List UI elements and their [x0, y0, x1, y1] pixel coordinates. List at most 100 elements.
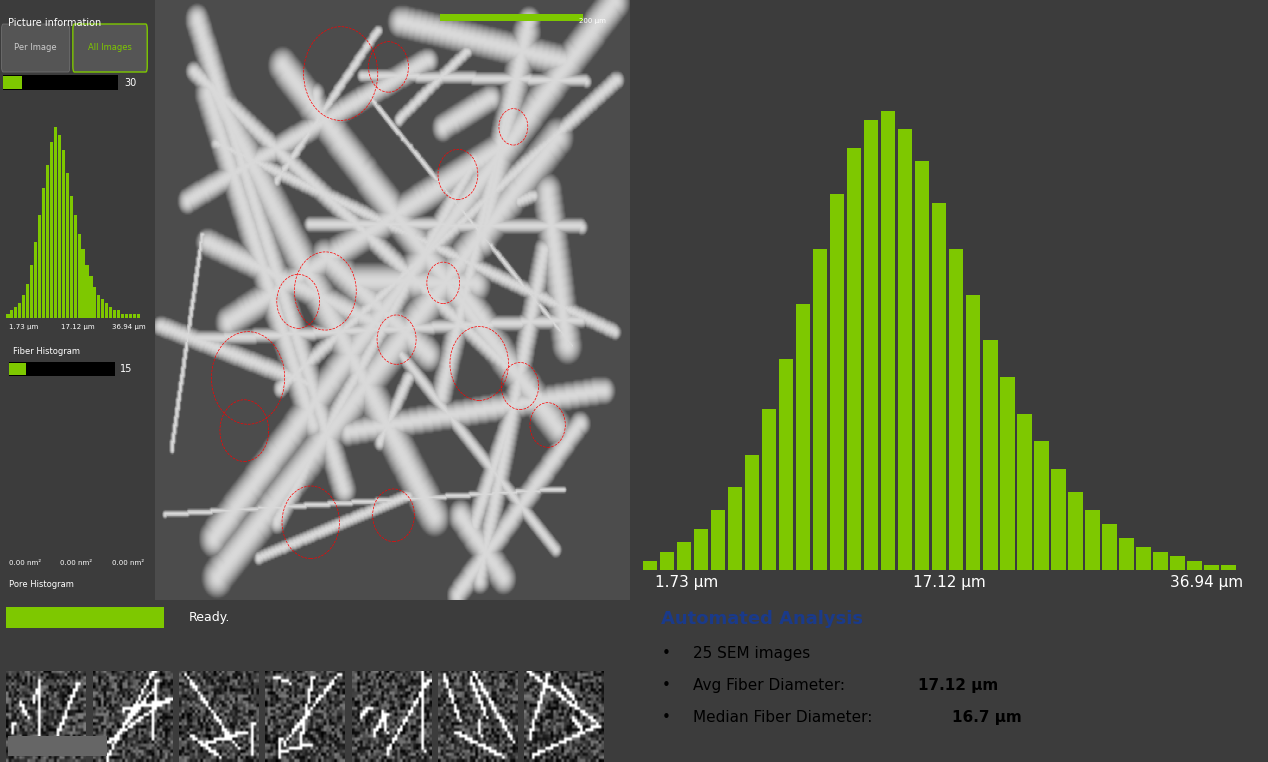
Bar — [133, 314, 136, 318]
Bar — [829, 194, 844, 570]
Bar — [3, 76, 22, 89]
Bar — [847, 148, 861, 570]
Bar — [126, 314, 128, 318]
Bar — [58, 135, 61, 318]
Bar — [22, 295, 25, 318]
Text: 25 SEM images: 25 SEM images — [692, 646, 810, 661]
Bar — [30, 264, 33, 318]
Bar — [6, 314, 9, 318]
Bar — [643, 561, 657, 570]
Bar — [1085, 511, 1099, 570]
Bar — [117, 310, 120, 318]
Bar — [881, 110, 895, 570]
Bar — [94, 287, 96, 318]
Bar — [1221, 565, 1236, 570]
Text: All Images: All Images — [87, 43, 132, 53]
Bar — [34, 242, 37, 318]
Bar — [3, 75, 118, 90]
Bar — [1000, 377, 1014, 570]
Bar — [694, 529, 709, 570]
Bar — [813, 248, 827, 570]
Bar — [120, 314, 124, 318]
Bar — [711, 511, 725, 570]
Bar — [1170, 556, 1184, 570]
Bar — [983, 341, 998, 570]
Bar — [105, 303, 108, 318]
Bar — [728, 488, 742, 570]
Bar — [53, 127, 57, 318]
Bar — [137, 314, 139, 318]
Bar — [129, 314, 132, 318]
FancyBboxPatch shape — [1, 24, 70, 72]
Text: 36.94 μm: 36.94 μm — [112, 324, 146, 330]
Bar — [1153, 552, 1168, 570]
FancyBboxPatch shape — [72, 24, 147, 72]
Bar — [1051, 469, 1065, 570]
Bar — [49, 142, 53, 318]
Bar — [659, 552, 675, 570]
Bar — [46, 165, 49, 318]
Text: Per Image: Per Image — [14, 43, 57, 53]
Bar — [762, 409, 776, 570]
Text: 36.94 μm: 36.94 μm — [1170, 575, 1243, 590]
Text: Median Fiber Diameter:: Median Fiber Diameter: — [692, 710, 877, 725]
Bar — [1068, 492, 1083, 570]
Text: Automated Analysis: Automated Analysis — [662, 610, 864, 628]
Bar — [62, 150, 65, 318]
Text: 0.00 nm²: 0.00 nm² — [112, 560, 143, 566]
Bar — [42, 188, 46, 318]
Bar — [74, 215, 76, 318]
Bar — [14, 306, 18, 318]
Text: 1.73 μm: 1.73 μm — [656, 575, 718, 590]
Text: Fiber Histogram: Fiber Histogram — [14, 347, 80, 356]
Bar — [966, 295, 980, 570]
Bar — [27, 283, 29, 318]
Text: Picture information: Picture information — [8, 18, 101, 28]
Bar — [85, 264, 89, 318]
Bar — [1102, 524, 1117, 570]
Bar — [932, 203, 946, 570]
Text: 17.12 μm: 17.12 μm — [918, 678, 998, 693]
Bar — [948, 248, 964, 570]
Bar — [113, 310, 117, 318]
Text: Ready.: Ready. — [189, 611, 231, 624]
Text: •: • — [662, 678, 671, 693]
Bar — [796, 304, 810, 570]
Bar — [10, 310, 14, 318]
Text: 0.00 nm²: 0.00 nm² — [61, 560, 93, 566]
Text: 1.73 μm: 1.73 μm — [9, 324, 38, 330]
Bar — [9, 362, 114, 376]
Bar — [18, 303, 22, 318]
Bar — [744, 455, 760, 570]
Bar — [89, 276, 93, 318]
Bar — [66, 173, 68, 318]
Bar — [38, 215, 41, 318]
Bar — [6, 607, 164, 628]
Bar — [101, 299, 104, 318]
Bar — [77, 234, 81, 318]
Bar — [915, 162, 929, 570]
Text: 15: 15 — [120, 364, 133, 374]
Bar — [70, 196, 72, 318]
Bar — [81, 249, 85, 318]
Bar — [1205, 565, 1219, 570]
Bar — [8, 736, 107, 756]
Bar — [1120, 538, 1134, 570]
Bar — [864, 120, 879, 570]
Text: Avg Fiber Diameter:: Avg Fiber Diameter: — [692, 678, 850, 693]
Bar — [898, 130, 913, 570]
Text: 17.12 μm: 17.12 μm — [913, 575, 985, 590]
Bar — [440, 14, 582, 21]
Text: 17.12 μm: 17.12 μm — [61, 324, 94, 330]
Bar — [1187, 561, 1202, 570]
Text: •: • — [662, 646, 671, 661]
Text: Pore Histogram: Pore Histogram — [9, 580, 74, 589]
Text: 30: 30 — [124, 78, 136, 88]
Text: •: • — [662, 710, 671, 725]
Text: 0.00 nm²: 0.00 nm² — [9, 560, 42, 566]
Bar — [9, 363, 27, 376]
Text: 200 μm: 200 μm — [579, 18, 606, 24]
Bar — [779, 359, 794, 570]
Text: 16.7 μm: 16.7 μm — [951, 710, 1021, 725]
Bar — [1136, 547, 1150, 570]
